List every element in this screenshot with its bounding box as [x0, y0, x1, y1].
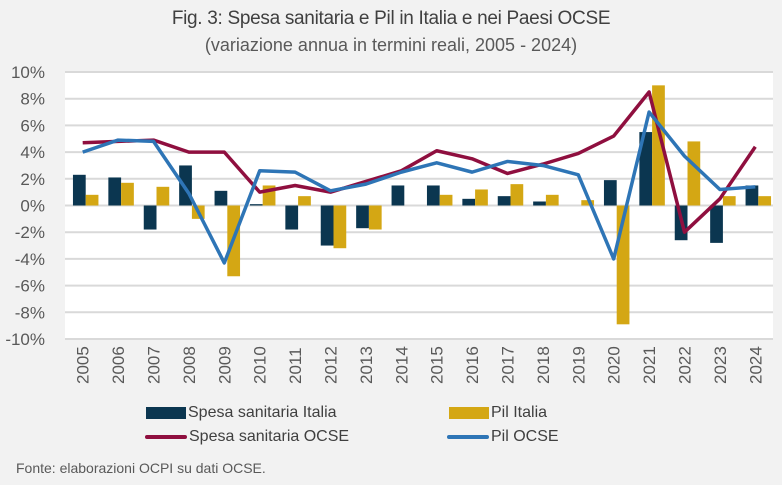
- bar-pil-italia-2018: [545, 194, 559, 206]
- legend-label: Pil Italia: [491, 404, 548, 421]
- bar-pil-italia-2024: [758, 196, 772, 206]
- chart-canvas: -10%-8%-6%-4%-2%0%2%4%6%8%10% 2005 2006 20…: [5, 63, 773, 384]
- legend-item-pil-italia[interactable]: Pil Italia: [449, 404, 547, 422]
- line-spesa-sanitaria-ocse: [82, 90, 757, 234]
- bar-spesa-sanitaria-italia-2018: [533, 201, 546, 206]
- line-pil-ocse: [82, 110, 756, 265]
- x-tick-label: 2012: [322, 346, 341, 384]
- bar-pil-italia-2006: [121, 182, 134, 206]
- legend-item-spesa-ocse[interactable]: Spesa sanitaria OCSE: [145, 428, 349, 446]
- bar-pil-italia-2023: [722, 196, 736, 206]
- bar-pil-italia-2005: [85, 194, 99, 206]
- x-tick-label: 2020: [605, 346, 624, 384]
- legend-label: Spesa sanitaria OCSE: [189, 428, 350, 445]
- x-tick-label: 2024: [746, 346, 765, 384]
- x-tick-label: 2013: [357, 346, 376, 384]
- x-tick-label: 2015: [428, 346, 447, 384]
- bar-spesa-sanitaria-italia-2023: [710, 205, 723, 243]
- bar-spesa-sanitaria-italia-2024: [745, 185, 759, 206]
- y-tick-label: 8%: [20, 90, 45, 109]
- x-tick-label: 2021: [640, 346, 659, 384]
- legend-item-spesa-italia[interactable]: Spesa sanitaria Italia: [146, 404, 337, 422]
- bar-pil-italia-2012: [333, 205, 347, 249]
- legend-label: Pil OCSE: [491, 428, 559, 445]
- bar-spesa-sanitaria-italia-2016: [462, 198, 476, 206]
- bar-pil-italia-2016: [475, 189, 488, 206]
- legend-item-pil-ocse[interactable]: Pil OCSE: [447, 428, 559, 446]
- bar-spesa-sanitaria-italia-2014: [391, 185, 405, 206]
- x-tick-label: 2018: [534, 346, 553, 384]
- x-tick-label: 2010: [251, 346, 270, 384]
- y-tick-label: 10%: [11, 63, 45, 82]
- x-tick-label: 2005: [74, 346, 93, 384]
- bar-pil-italia-2022: [687, 141, 701, 206]
- bar-pil-italia-2015: [439, 194, 453, 206]
- x-tick-label: 2017: [499, 346, 518, 384]
- bar-spesa-sanitaria-italia-2017: [497, 196, 511, 206]
- x-tick-label: 2014: [392, 346, 411, 384]
- y-tick-label: -10%: [5, 330, 45, 349]
- bar-spesa-sanitaria-italia-2021: [639, 132, 653, 206]
- y-tick-label: 2%: [20, 170, 45, 189]
- y-tick-label: -2%: [15, 223, 45, 242]
- x-tick-label: 2022: [676, 346, 695, 384]
- x-tick-label: 2008: [180, 346, 199, 384]
- legend-swatch-spesa-ocse: [145, 435, 187, 439]
- bar-pil-italia-2007: [156, 186, 170, 206]
- x-tick-label: 2023: [711, 346, 730, 384]
- x-tick-label: 2016: [463, 346, 482, 384]
- y-tick-label: -8%: [15, 303, 45, 322]
- bar-spesa-sanitaria-italia-2007: [143, 205, 157, 230]
- bar-spesa-sanitaria-italia-2020: [603, 180, 617, 206]
- x-tick-label: 2011: [286, 347, 305, 384]
- y-tick-label: 4%: [20, 143, 45, 162]
- y-tick-label: 0%: [20, 197, 45, 216]
- bar-pil-italia-2013: [368, 205, 382, 230]
- lines: [82, 90, 757, 265]
- legend-swatch-spesa-italia: [146, 407, 186, 419]
- x-tick-label: 2019: [569, 346, 588, 384]
- bar-spesa-sanitaria-italia-2006: [108, 177, 122, 206]
- legend-swatch-pil-italia: [449, 407, 489, 419]
- bar-pil-italia-2011: [298, 196, 311, 206]
- y-tick-label: -6%: [15, 277, 45, 296]
- source-note: Fonte: elaborazioni OCPI su dati OCSE.: [16, 460, 266, 476]
- y-tick-label: 6%: [20, 116, 45, 135]
- bar-spesa-sanitaria-italia-2012: [320, 205, 334, 246]
- x-tick-label: 2007: [145, 346, 164, 384]
- bar-pil-italia-2017: [510, 184, 524, 206]
- chart-subtitle: (variazione annua in termini reali, 2005…: [204, 35, 578, 55]
- bar-spesa-sanitaria-italia-2009: [214, 190, 228, 206]
- y-axis-labels: -10% -8% -6% -4% -2% 0% 2% 4% 6% 8% 10%: [5, 63, 45, 349]
- bar-spesa-sanitaria-italia-2013: [356, 205, 369, 229]
- bar-spesa-sanitaria-italia-2015: [426, 185, 440, 206]
- legend-label: Spesa sanitaria Italia: [188, 404, 337, 421]
- x-tick-label: 2009: [215, 346, 234, 384]
- legend-swatch-pil-ocse: [447, 435, 489, 439]
- bar-spesa-sanitaria-italia-2011: [285, 205, 299, 230]
- bar-spesa-sanitaria-italia-2005: [72, 174, 86, 206]
- x-tick-label: 2006: [109, 346, 128, 384]
- y-tick-label: -4%: [15, 250, 45, 269]
- bar-spesa-sanitaria-italia-2010: [249, 204, 263, 206]
- bar-pil-italia-2019: [581, 200, 595, 206]
- x-axis-labels: 2005 2006 2007 2008 2009 2010 2011 2012 2013 2014…: [74, 346, 766, 384]
- chart-title: Fig. 3: Spesa sanitaria e Pil in Italia …: [171, 8, 611, 29]
